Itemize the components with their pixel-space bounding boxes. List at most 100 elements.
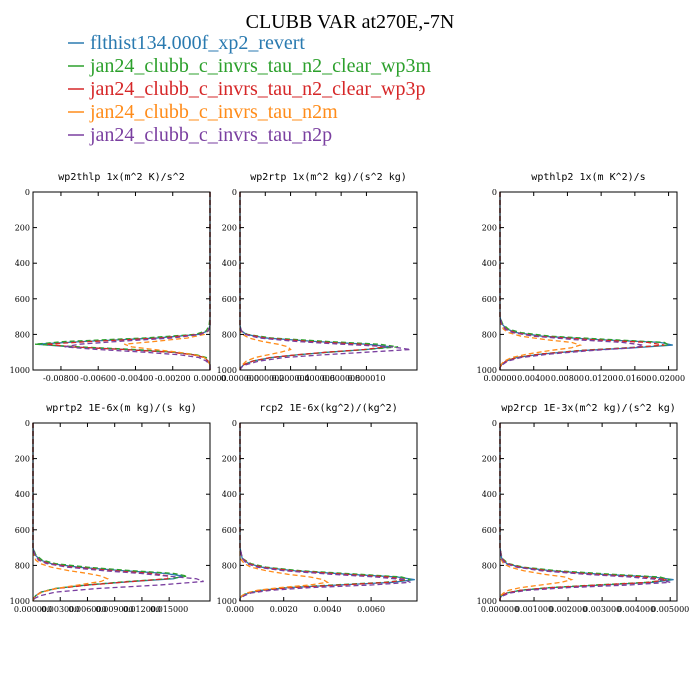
series-line xyxy=(239,192,386,371)
legend-label: jan24_clubb_c_invrs_tau_n2_clear_wp3p xyxy=(89,78,425,100)
series-line xyxy=(239,192,411,371)
y-tick-label: 0 xyxy=(232,188,237,197)
y-tick-label: 600 xyxy=(222,295,237,304)
y-tick-label: 0 xyxy=(492,419,497,428)
x-tick-label: 0.006000 xyxy=(68,605,106,614)
panel-title: wprtp2 1E-6x(m kg)/(s kg) xyxy=(46,403,197,414)
y-tick-label: 1000 xyxy=(10,366,30,375)
x-tick-label: 0.003000 xyxy=(41,605,79,614)
series-line xyxy=(32,423,183,602)
x-tick-label: 0.015000 xyxy=(150,605,188,614)
series-line xyxy=(499,423,671,601)
y-tick-label: 800 xyxy=(15,330,30,339)
y-tick-label: 200 xyxy=(482,224,497,233)
y-tick-label: 800 xyxy=(482,561,497,570)
x-tick-label: 0.000008 xyxy=(322,374,360,383)
y-tick-label: 0 xyxy=(492,188,497,197)
x-tick-label: 0.00400 xyxy=(517,374,550,383)
x-tick-label: 0.000000 xyxy=(481,605,519,614)
panel: wpthlp2 1x(m K^2)/s020040060080010000.00… xyxy=(477,172,685,383)
x-tick-label: 0.005000 xyxy=(651,605,689,614)
series-line xyxy=(499,192,665,370)
y-tick-label: 200 xyxy=(482,455,497,464)
series-line xyxy=(499,423,671,601)
x-tick-label: 0.00800 xyxy=(551,374,584,383)
series-line xyxy=(32,423,110,602)
legend-label: flthist134.000f_xp2_revert xyxy=(90,32,305,54)
y-tick-label: 1000 xyxy=(477,597,497,606)
series-line xyxy=(124,192,211,370)
x-tick-label: 0.001000 xyxy=(515,605,553,614)
panel: rcp2 1E-6x(kg^2)/(kg^2) 0 200 400 600 800 1000… xyxy=(217,403,418,614)
x-tick-label: 0.000000 xyxy=(14,605,52,614)
y-tick-label: 0 xyxy=(25,419,30,428)
x-tick-label: 0.012000 xyxy=(123,605,161,614)
y-tick-label: 200 xyxy=(15,224,30,233)
series-line xyxy=(239,423,330,601)
x-tick-label: 0.00000 xyxy=(193,374,226,383)
y-tick-label: 400 xyxy=(482,259,497,268)
x-tick-label: 0.009000 xyxy=(96,605,134,614)
y-tick-label: 1000 xyxy=(217,597,237,606)
x-tick-label: 0.02000 xyxy=(652,374,685,383)
y-tick-label: 600 xyxy=(15,295,30,304)
y-tick-label: 400 xyxy=(222,490,237,499)
series-line xyxy=(239,192,292,370)
x-tick-label: 0.004000 xyxy=(617,605,655,614)
x-tick-label: 0.0020 xyxy=(270,605,298,614)
figure-title: CLUBB VAR at270E,-7N xyxy=(246,11,455,33)
x-tick-label: 0.01600 xyxy=(618,374,651,383)
panel: wp2rcp 1E-3x(m^2 kg)/(s^2 kg) 0 200 400 600 8… xyxy=(477,403,690,614)
y-tick-label: 1000 xyxy=(217,366,237,375)
plot-frame xyxy=(499,422,678,602)
x-tick-label: 0.0000 xyxy=(226,605,254,614)
x-tick-label: 0.000000 xyxy=(221,374,259,383)
x-tick-label: 0.01200 xyxy=(585,374,618,383)
y-tick-label: 200 xyxy=(222,224,237,233)
y-tick-label: 800 xyxy=(482,330,497,339)
y-tick-label: 200 xyxy=(15,455,30,464)
x-tick-label: -0.00600 xyxy=(80,374,116,383)
legend: flthist134.000f_xp2_revertjan24_clubb_c_… xyxy=(68,32,431,146)
panel-title: rcp2 1E-6x(kg^2)/(kg^2) xyxy=(259,403,397,414)
x-tick-label: 0.00000 xyxy=(483,374,516,383)
legend-label: jan24_clubb_c_invrs_tau_n2_clear_wp3m xyxy=(89,55,431,77)
x-tick-label: 0.000006 xyxy=(297,374,335,383)
y-tick-label: 600 xyxy=(482,526,497,535)
series-line xyxy=(36,192,211,370)
series-line xyxy=(499,423,574,601)
series-line xyxy=(45,192,211,370)
x-tick-label: 0.003000 xyxy=(583,605,621,614)
y-tick-label: 0 xyxy=(232,419,237,428)
legend-entry: jan24_clubb_c_invrs_tau_n2m xyxy=(68,101,338,123)
x-tick-label: -0.00400 xyxy=(118,374,154,383)
x-tick-label: 0.000004 xyxy=(271,374,309,383)
panel-title: wp2thlp 1x(m^2 K)/s^2 xyxy=(58,172,184,183)
plot-frame xyxy=(499,191,678,371)
plot-frame xyxy=(32,191,211,371)
plot-frame xyxy=(239,422,418,602)
legend-entry: flthist134.000f_xp2_revert xyxy=(68,32,305,54)
y-tick-label: 800 xyxy=(222,561,237,570)
series-line xyxy=(239,423,411,601)
y-tick-label: 400 xyxy=(15,259,30,268)
series-line xyxy=(499,423,667,601)
y-tick-label: 600 xyxy=(15,526,30,535)
x-tick-label: 0.002000 xyxy=(549,605,587,614)
panel-title: wp2rcp 1E-3x(m^2 kg)/(s^2 kg) xyxy=(501,403,676,414)
y-tick-label: 400 xyxy=(482,490,497,499)
y-tick-label: 200 xyxy=(222,455,237,464)
legend-entry: jan24_clubb_c_invrs_tau_n2_clear_wp3p xyxy=(68,78,425,100)
x-tick-label: 0.000002 xyxy=(246,374,284,383)
y-tick-label: 400 xyxy=(222,259,237,268)
panel-title: wp2rtp 1x(m^2 kg)/(s^2 kg) xyxy=(250,172,407,183)
x-tick-label: 0.0060 xyxy=(357,605,385,614)
x-tick-label: 0.000010 xyxy=(347,374,385,383)
x-tick-label: -0.00200 xyxy=(155,374,191,383)
plot-frame xyxy=(239,191,418,371)
legend-entry: jan24_clubb_c_invrs_tau_n2_clear_wp3m xyxy=(68,55,431,77)
legend-label: jan24_clubb_c_invrs_tau_n2m xyxy=(89,101,338,123)
series-line xyxy=(499,192,673,370)
legend-entry: jan24_clubb_c_invrs_tau_n2p xyxy=(68,124,332,146)
x-tick-label: 0.0040 xyxy=(313,605,341,614)
